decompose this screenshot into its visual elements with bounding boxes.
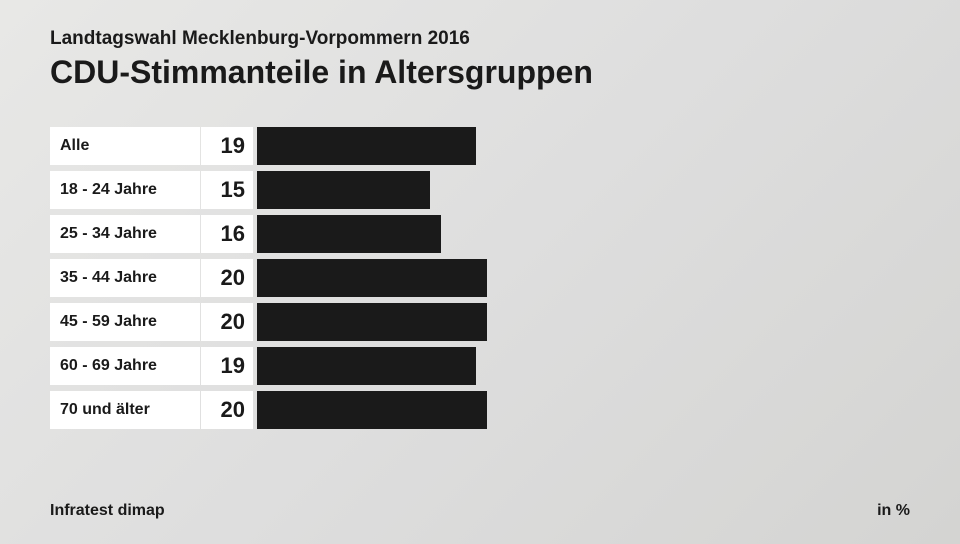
chart-row: 35 - 44 Jahre 20 <box>50 259 910 297</box>
bar-area <box>253 391 910 429</box>
row-value: 20 <box>201 303 253 341</box>
row-label: 35 - 44 Jahre <box>50 259 200 297</box>
bar <box>257 347 476 385</box>
row-label: 60 - 69 Jahre <box>50 347 200 385</box>
unit-label: in % <box>877 502 910 520</box>
bar-area <box>253 347 910 385</box>
chart-row: 70 und älter 20 <box>50 391 910 429</box>
chart-container: Landtagswahl Mecklenburg-Vorpommern 2016… <box>0 0 960 429</box>
chart-subtitle: Landtagswahl Mecklenburg-Vorpommern 2016 <box>50 28 910 50</box>
chart-row: 45 - 59 Jahre 20 <box>50 303 910 341</box>
bar <box>257 259 487 297</box>
row-label: 18 - 24 Jahre <box>50 171 200 209</box>
bar-area <box>253 171 910 209</box>
row-value: 20 <box>201 259 253 297</box>
source-label: Infratest dimap <box>50 502 165 520</box>
chart-row: 18 - 24 Jahre 15 <box>50 171 910 209</box>
row-value: 20 <box>201 391 253 429</box>
row-value: 16 <box>201 215 253 253</box>
bar <box>257 303 487 341</box>
row-value: 15 <box>201 171 253 209</box>
row-label: 70 und älter <box>50 391 200 429</box>
bar-area <box>253 303 910 341</box>
bar-chart: Alle 19 18 - 24 Jahre 15 25 - 34 Jahre 1… <box>50 127 910 429</box>
bar <box>257 391 487 429</box>
chart-footer: Infratest dimap in % <box>50 502 910 520</box>
row-label: Alle <box>50 127 200 165</box>
bar <box>257 127 476 165</box>
row-value: 19 <box>201 127 253 165</box>
bar <box>257 171 430 209</box>
bar-area <box>253 127 910 165</box>
bar <box>257 215 441 253</box>
bar-area <box>253 259 910 297</box>
chart-row: 25 - 34 Jahre 16 <box>50 215 910 253</box>
row-value: 19 <box>201 347 253 385</box>
bar-area <box>253 215 910 253</box>
chart-row: 60 - 69 Jahre 19 <box>50 347 910 385</box>
row-label: 25 - 34 Jahre <box>50 215 200 253</box>
row-label: 45 - 59 Jahre <box>50 303 200 341</box>
chart-row: Alle 19 <box>50 127 910 165</box>
chart-title: CDU-Stimmanteile in Altersgruppen <box>50 54 910 91</box>
